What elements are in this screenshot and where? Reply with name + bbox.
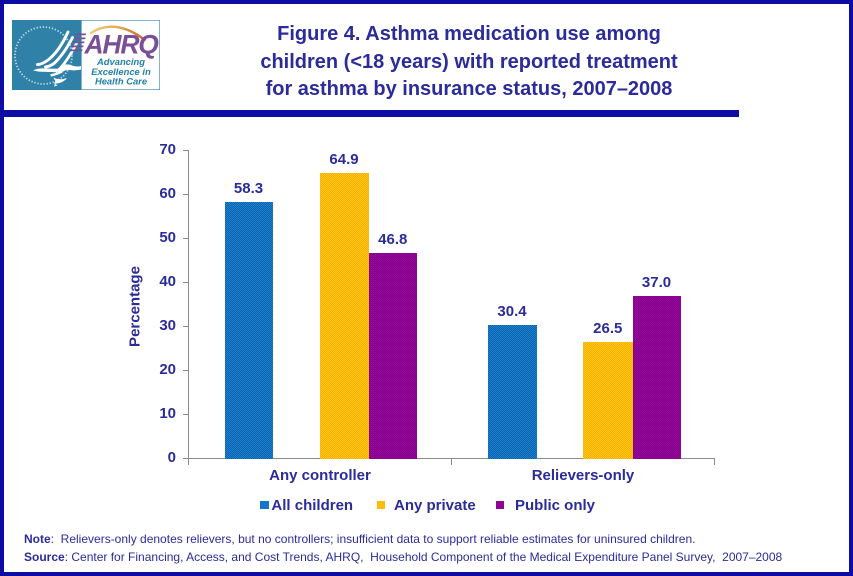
- svg-text:Excellence in: Excellence in: [91, 66, 151, 77]
- svg-text:Health Care: Health Care: [95, 76, 147, 87]
- svg-text:AHRQ: AHRQ: [84, 30, 160, 60]
- svg-text:Advancing: Advancing: [96, 56, 145, 67]
